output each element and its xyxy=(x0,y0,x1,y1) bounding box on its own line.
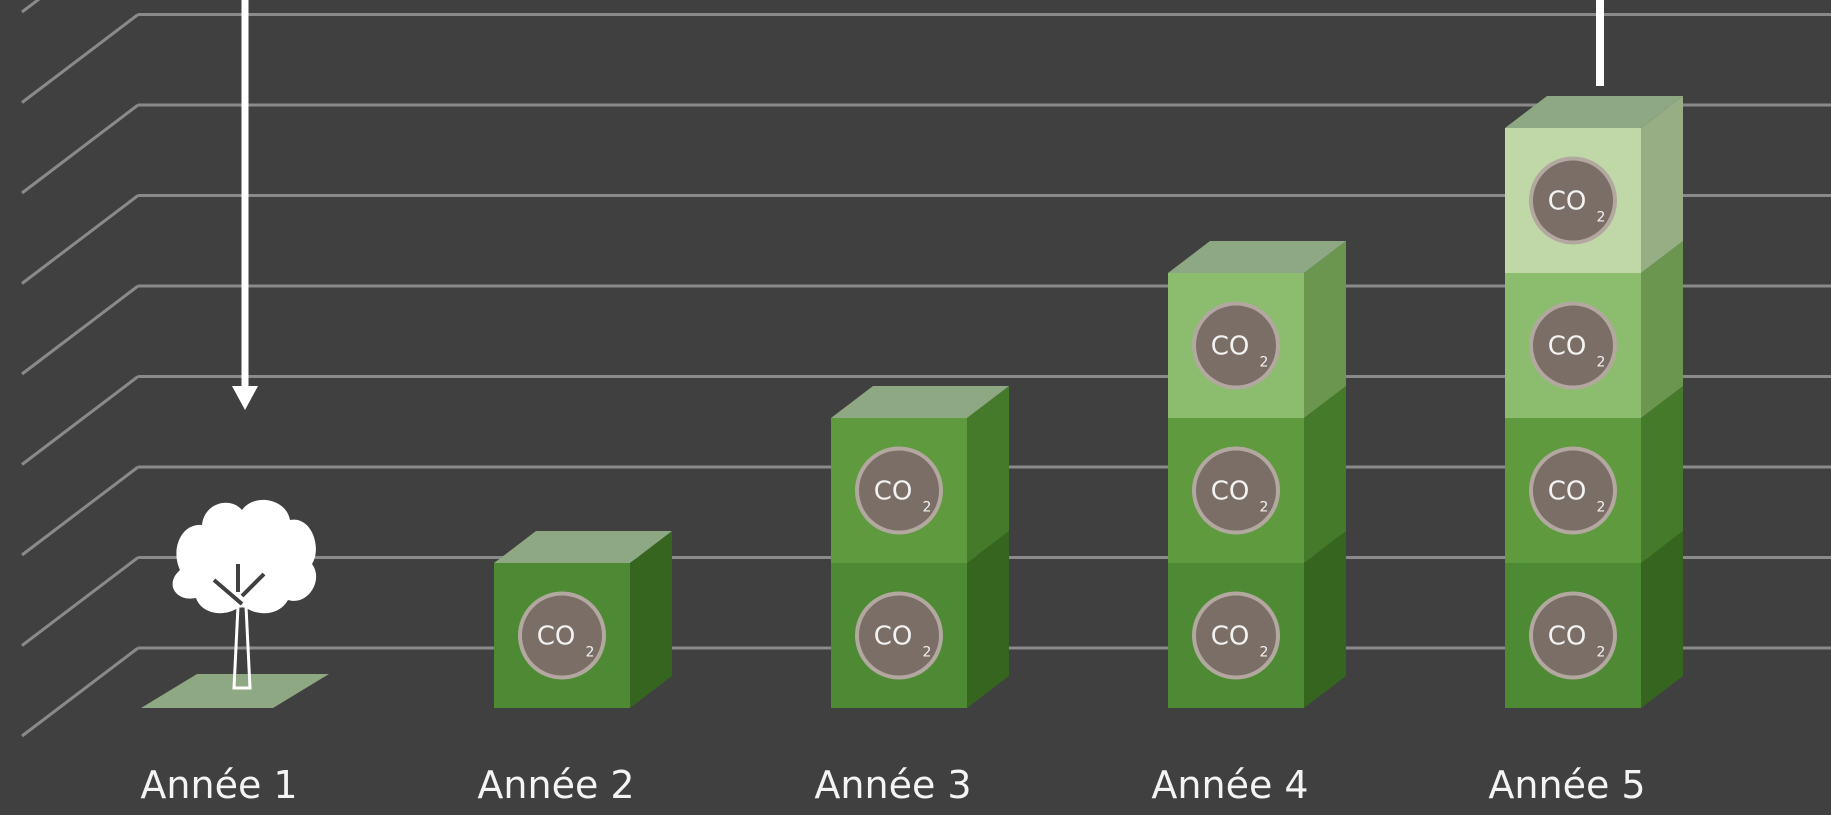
co2-badge xyxy=(1192,446,1280,535)
x-tick-label: Année 4 xyxy=(1151,763,1308,807)
co2-badge xyxy=(518,591,606,680)
co2-label: CO xyxy=(1548,622,1587,652)
co2-subscript: 2 xyxy=(1260,355,1269,371)
bar-top xyxy=(1505,96,1683,128)
bar-column: CO 2 CO 2 xyxy=(831,386,1009,708)
bar-top xyxy=(494,531,672,563)
gridline-diagonal xyxy=(21,103,139,195)
gridline-diagonal xyxy=(21,375,139,466)
gridline-diagonal xyxy=(21,13,139,104)
arrow-down-head xyxy=(232,386,258,410)
co2-badge xyxy=(1529,156,1617,245)
bar-segment-side xyxy=(1304,241,1346,418)
co2-label: CO xyxy=(537,622,576,652)
co2-label: CO xyxy=(1211,477,1250,507)
co2-subscript: 2 xyxy=(1260,645,1269,661)
gridline-diagonal xyxy=(21,646,139,738)
x-tick-label: Année 5 xyxy=(1488,763,1645,807)
bar-segment-side xyxy=(630,531,672,708)
co2-label: CO xyxy=(1211,332,1250,362)
co2-label: CO xyxy=(1548,477,1587,507)
co2-badge xyxy=(1529,446,1617,535)
co2-subscript: 2 xyxy=(1597,355,1606,371)
co2-subscript: 2 xyxy=(923,645,932,661)
marks-layer: CO 2 CO 2 CO 2 CO 2 CO 2 CO 2 CO 2 CO 2 CO 2 CO 2 xyxy=(141,0,1683,708)
co2-badge xyxy=(855,446,943,535)
co2-subscript: 2 xyxy=(1597,645,1606,661)
labels-layer: Année 1 Année 2 Année 3 Année 4 Année 5 xyxy=(140,763,1645,807)
co2-label: CO xyxy=(1211,622,1250,652)
bar-segment-side xyxy=(1641,96,1683,273)
co2-badge xyxy=(1529,301,1617,390)
bar-segment-side xyxy=(967,531,1009,708)
bar-segment-side xyxy=(1641,386,1683,563)
co2-subscript: 2 xyxy=(1260,500,1269,516)
co2-label: CO xyxy=(874,477,913,507)
gridline-diagonal xyxy=(21,194,139,285)
co2-subscript: 2 xyxy=(586,645,595,661)
co2-badge xyxy=(855,591,943,680)
bar-segment-side xyxy=(967,386,1009,563)
bar-top xyxy=(1168,241,1346,273)
gridline-diagonal xyxy=(21,0,41,14)
gridline-diagonal xyxy=(21,284,139,376)
bar-segment-side xyxy=(1304,531,1346,708)
co2-subscript: 2 xyxy=(1597,210,1606,226)
bar-top xyxy=(831,386,1009,418)
gridline-diagonal xyxy=(21,465,139,557)
co2-badge xyxy=(1192,301,1280,390)
co2-badge xyxy=(1192,591,1280,680)
co2-label: CO xyxy=(1548,187,1587,217)
bar-column: CO 2 CO 2 CO 2 CO 2 xyxy=(1505,96,1683,708)
bar-segment-side xyxy=(1641,531,1683,708)
ground-plate xyxy=(141,674,329,708)
tree-crown xyxy=(172,499,317,614)
bar-segment-side xyxy=(1641,241,1683,418)
co2-label: CO xyxy=(874,622,913,652)
x-tick-label: Année 1 xyxy=(140,763,297,807)
bar-column: CO 2 xyxy=(494,531,672,708)
co2-label: CO xyxy=(1548,332,1587,362)
tree-icon xyxy=(172,499,317,690)
co2-subscript: 2 xyxy=(1597,500,1606,516)
x-tick-label: Année 2 xyxy=(477,763,634,807)
gridline-diagonal xyxy=(21,556,139,647)
x-tick-label: Année 3 xyxy=(814,763,971,807)
bar-segment-side xyxy=(1304,386,1346,563)
tree-branches xyxy=(212,564,266,606)
bar-column: CO 2 CO 2 CO 2 xyxy=(1168,241,1346,708)
co2-subscript: 2 xyxy=(923,500,932,516)
co2-badge xyxy=(1529,591,1617,680)
